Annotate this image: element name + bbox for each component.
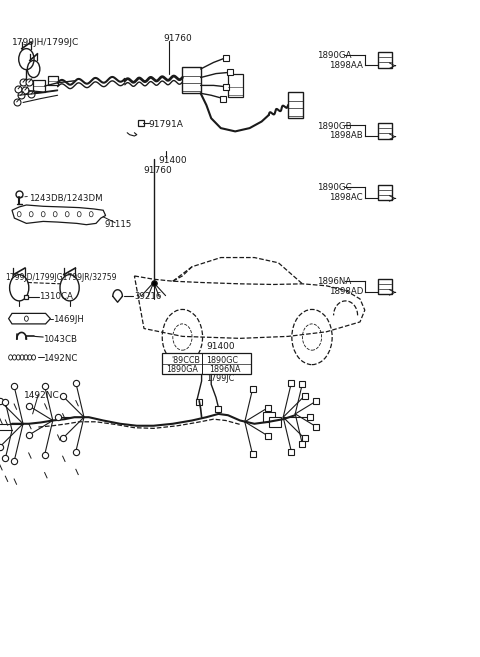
Text: 1898AB: 1898AB bbox=[329, 131, 363, 141]
Bar bbox=[378, 279, 392, 294]
Text: 1799JC: 1799JC bbox=[206, 374, 235, 383]
Text: 1890GA: 1890GA bbox=[317, 51, 351, 60]
Text: 1799JD/1799JG1799JR/32759: 1799JD/1799JG1799JR/32759 bbox=[5, 273, 116, 283]
Bar bbox=[269, 417, 281, 427]
Text: 1896NA: 1896NA bbox=[317, 277, 351, 286]
Text: '89CCB: '89CCB bbox=[171, 355, 200, 365]
Text: 1799JH/1799JC: 1799JH/1799JC bbox=[12, 38, 79, 47]
Text: 1898AA: 1898AA bbox=[329, 61, 363, 70]
Text: 1492NC: 1492NC bbox=[43, 353, 78, 363]
Text: 1890GA: 1890GA bbox=[166, 365, 198, 374]
Text: 1310CA: 1310CA bbox=[39, 292, 73, 301]
Bar bbox=[263, 412, 275, 422]
Text: 91791A: 91791A bbox=[149, 120, 184, 129]
Text: 1890GC: 1890GC bbox=[206, 355, 239, 365]
Text: 1492NC: 1492NC bbox=[24, 391, 60, 400]
Polygon shape bbox=[12, 205, 106, 225]
Bar bbox=[182, 67, 201, 93]
Text: 91760: 91760 bbox=[143, 166, 172, 175]
Bar bbox=[48, 76, 58, 85]
Bar bbox=[378, 123, 392, 139]
Text: 1469JH: 1469JH bbox=[53, 315, 84, 325]
Text: 1898AD: 1898AD bbox=[329, 287, 364, 296]
Text: 1890GC: 1890GC bbox=[317, 183, 351, 193]
Polygon shape bbox=[9, 313, 50, 324]
Text: 1890GB: 1890GB bbox=[317, 122, 351, 131]
Bar bbox=[378, 185, 392, 200]
Text: 39216: 39216 bbox=[134, 292, 162, 302]
Text: 91760: 91760 bbox=[163, 34, 192, 43]
Bar bbox=[33, 80, 45, 92]
Bar bbox=[378, 52, 392, 68]
Bar bbox=[288, 92, 303, 118]
Text: 1898AC: 1898AC bbox=[329, 193, 363, 202]
Text: 1896NA: 1896NA bbox=[209, 365, 241, 374]
Text: 91400: 91400 bbox=[206, 342, 235, 351]
Text: 91400: 91400 bbox=[158, 156, 187, 166]
Text: 1243DB/1243DM: 1243DB/1243DM bbox=[29, 194, 102, 203]
Bar bbox=[228, 74, 243, 97]
Text: 91115: 91115 bbox=[105, 220, 132, 229]
Bar bbox=[162, 353, 251, 374]
Text: 1043CB: 1043CB bbox=[43, 335, 77, 344]
